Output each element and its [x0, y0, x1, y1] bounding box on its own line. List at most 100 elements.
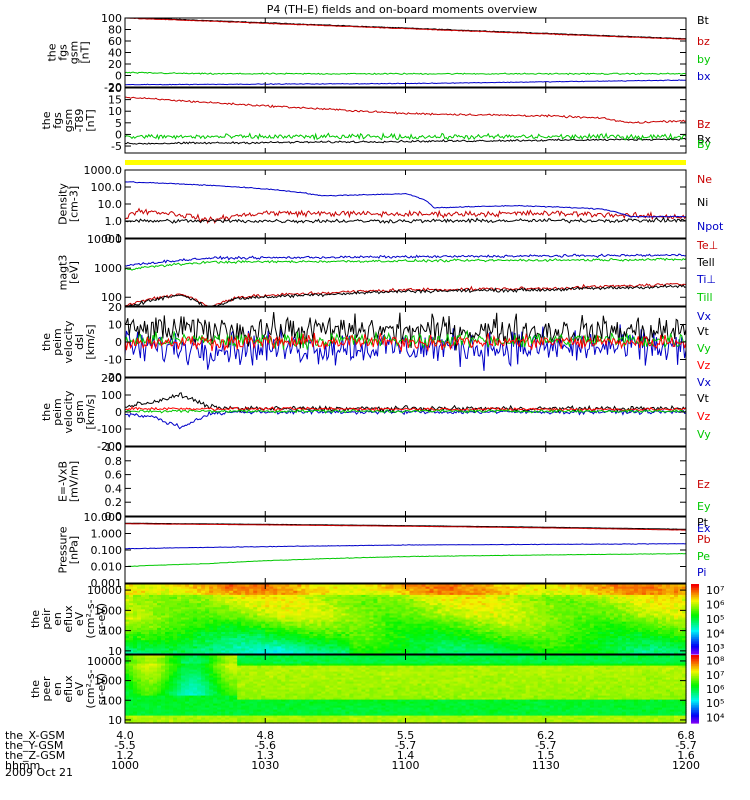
heatmap-cell	[517, 590, 523, 593]
heatmap-cell	[553, 645, 559, 649]
heatmap-cell	[301, 623, 306, 626]
heatmap-cell	[133, 594, 138, 597]
legend-entry: Vx	[697, 310, 712, 323]
heatmap-cell	[381, 604, 387, 608]
heatmap-cell	[181, 633, 186, 637]
heatmap-cell	[301, 649, 306, 653]
heatmap-cell	[301, 604, 306, 608]
heatmap-cell	[417, 621, 423, 624]
heatmap-cell	[273, 596, 278, 600]
heatmap-cell	[313, 621, 318, 624]
heatmap-cell	[557, 637, 563, 641]
heatmap-cell	[569, 596, 575, 600]
heatmap-cell	[377, 610, 383, 614]
heatmap-cell	[269, 619, 274, 622]
heatmap-cell	[333, 608, 338, 612]
heatmap-cell	[189, 606, 194, 610]
heatmap-cell	[393, 590, 399, 593]
heatmap-cell	[213, 639, 218, 643]
heatmap-cell	[281, 610, 286, 614]
heatmap-cell	[513, 619, 519, 622]
heatmap-cell	[457, 590, 463, 593]
heatmap-cell	[257, 633, 262, 637]
heatmap-cell	[533, 623, 539, 626]
heatmap-cell	[409, 635, 415, 639]
heatmap-cell	[377, 649, 383, 653]
heatmap-cell	[265, 602, 270, 606]
heatmap-cell	[201, 641, 206, 645]
heatmap-cell	[269, 639, 274, 643]
heatmap-cell	[397, 592, 403, 595]
heatmap-cell	[473, 614, 479, 618]
heatmap-cell	[213, 631, 218, 635]
heatmap-cell	[257, 647, 262, 651]
heatmap-cell	[529, 631, 535, 635]
heatmap-cell	[373, 625, 379, 628]
heatmap-cell	[285, 627, 290, 630]
heatmap-cell	[317, 629, 322, 632]
heatmap-cell	[285, 649, 290, 653]
heatmap-cell	[173, 598, 178, 602]
heatmap-cell	[461, 604, 467, 608]
heatmap-cell	[429, 649, 435, 653]
y-tick-label: 20	[108, 58, 122, 71]
heatmap-cell	[349, 623, 355, 626]
heatmap-cell	[261, 621, 266, 624]
panel-frame	[124, 169, 687, 239]
heatmap-cell	[361, 623, 367, 626]
heatmap-cell	[209, 610, 214, 614]
heatmap-cell	[229, 612, 234, 616]
heatmap-cell	[325, 651, 330, 655]
panel-5: 2001000-100-200thepeimvelocitygsm[km/s]V…	[40, 372, 712, 453]
heatmap-cell	[149, 633, 154, 637]
heatmap-cell	[161, 631, 166, 635]
heatmap-cell	[465, 625, 471, 628]
heatmap-cell	[177, 627, 182, 630]
heatmap-cell	[153, 586, 158, 589]
heatmap-cell	[473, 627, 479, 630]
heatmap-cell	[137, 637, 142, 641]
heatmap-cell	[309, 649, 314, 653]
heatmap-cell	[353, 651, 359, 655]
heatmap-cell	[509, 629, 515, 632]
heatmap-cell	[145, 631, 150, 635]
heatmap-cell	[473, 594, 479, 597]
heatmap-cell	[217, 649, 222, 653]
heatmap-cell	[573, 641, 579, 645]
heatmap-cell	[213, 596, 218, 600]
heatmap-cell	[177, 621, 182, 624]
heatmap-cell	[181, 598, 186, 602]
heatmap-cell	[429, 647, 435, 651]
heatmap-cell	[289, 641, 294, 645]
heatmap-cell	[201, 647, 206, 651]
heatmap-cell	[445, 616, 451, 620]
heatmap-cell	[197, 643, 202, 647]
heatmap-cell	[413, 610, 419, 614]
heatmap-cell	[437, 649, 443, 653]
heatmap-cell	[205, 596, 210, 600]
heatmap-cell	[557, 616, 563, 620]
heatmap-cell	[529, 612, 535, 616]
y-tick-label: 15	[108, 94, 122, 107]
heatmap-cell	[177, 604, 182, 608]
heatmap-cell	[521, 600, 527, 604]
heatmap-cell	[405, 647, 411, 651]
heatmap-cell	[421, 627, 427, 630]
heatmap-cell	[221, 647, 226, 651]
heatmap-cell	[249, 639, 254, 643]
heatmap-cell	[257, 637, 262, 641]
heatmap-cell	[401, 631, 407, 635]
heatmap-cell	[461, 586, 467, 589]
heatmap-cell	[529, 651, 535, 655]
heatmap-cell	[409, 647, 415, 651]
heatmap-cell	[313, 647, 318, 651]
heatmap-cell	[197, 637, 202, 641]
heatmap-cell	[365, 641, 371, 645]
heatmap-cell	[369, 641, 375, 645]
heatmap-cell	[369, 600, 375, 604]
heatmap-cell	[509, 637, 515, 641]
heatmap-cell	[477, 639, 483, 643]
heatmap-cell	[213, 635, 218, 639]
heatmap-cell	[405, 604, 411, 608]
heatmap-cell	[497, 635, 503, 639]
